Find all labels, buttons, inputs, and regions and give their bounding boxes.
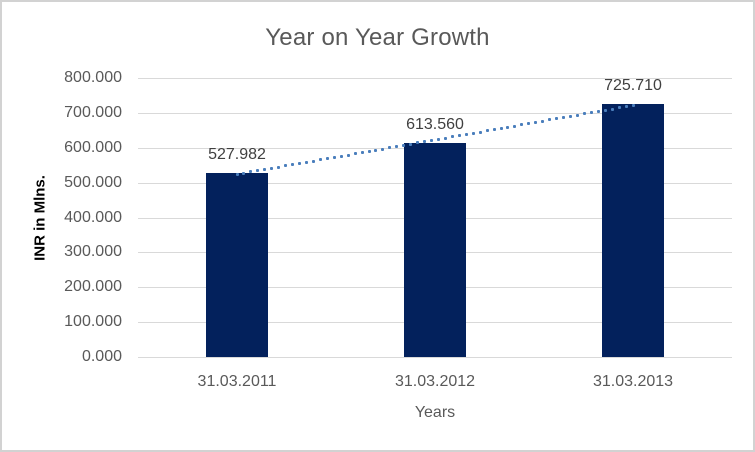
trendline-dot	[541, 119, 545, 123]
x-axis-tick-label: 31.03.2013	[592, 373, 674, 390]
x-axis-title: Years	[414, 404, 456, 421]
trendline-dot	[513, 124, 517, 128]
gridline	[138, 112, 732, 114]
x-axis-tick-label: 31.03.2012	[394, 373, 476, 390]
trendline-dot	[360, 151, 364, 155]
data-label: 725.710	[604, 76, 662, 94]
trendline-dot	[478, 130, 482, 134]
trendline-dot	[534, 120, 538, 124]
trendline-dot	[527, 122, 531, 126]
bar	[602, 103, 664, 357]
bar	[206, 172, 268, 357]
trendline-dot	[575, 113, 579, 117]
trendline-dot	[492, 128, 496, 132]
trendline-dot	[325, 157, 329, 161]
trendline-dot	[332, 155, 336, 159]
trendline-dot	[374, 148, 378, 152]
plot-area: 0.000 100.000 200.000 300.000 400.000 500.000…	[64, 69, 732, 390]
trendline-dot	[555, 117, 559, 121]
trendline-dot	[263, 168, 267, 172]
y-axis-tick-label: 400.000	[64, 208, 122, 226]
trendline-dot	[520, 123, 524, 127]
trendline-dot	[353, 152, 357, 156]
trendline-dot	[506, 125, 510, 129]
y-axis-tick-label: 300.000	[64, 243, 122, 261]
trendline-dot	[450, 135, 454, 139]
trendline-dot	[562, 116, 566, 120]
y-axis-tick-label: 100.000	[64, 313, 122, 331]
trendline-dot	[568, 114, 572, 118]
chart-title: Year on Year Growth	[265, 24, 490, 51]
y-axis-tick-label: 800.000	[64, 69, 122, 86]
trendline-dot	[256, 169, 260, 173]
trendline-dot	[346, 153, 350, 157]
trendline-dot	[367, 149, 371, 153]
trendline-dot	[436, 137, 440, 141]
trendline-dot	[499, 126, 503, 130]
trendline-dot	[464, 132, 468, 136]
y-axis-tick-label: 200.000	[64, 278, 122, 296]
trendline-dot	[548, 118, 552, 122]
trendline-dot	[430, 139, 434, 143]
x-axis-tick-label: 31.03.2011	[197, 373, 277, 390]
y-axis-tick-label: 600.000	[64, 138, 122, 156]
y-axis-tick-label: 500.000	[64, 173, 122, 191]
gridline	[138, 357, 732, 358]
trendline-dot	[277, 165, 281, 169]
data-label: 527.982	[208, 145, 266, 163]
trendline-dot	[311, 159, 315, 163]
trendline-dot	[304, 160, 308, 164]
trendline-dot	[443, 136, 447, 140]
data-label: 613.560	[406, 116, 464, 134]
y-axis-tick-label: 0.000	[81, 348, 122, 365]
trendline-dot	[284, 164, 288, 168]
trendline-dot	[485, 129, 489, 133]
trendline-dot	[318, 158, 322, 162]
bar	[404, 143, 466, 357]
trendline-dot	[471, 131, 475, 135]
trendline-dot	[291, 163, 295, 167]
gridline	[138, 78, 732, 79]
trendline-dot	[298, 162, 302, 166]
y-axis-tick-label: 700.000	[64, 103, 122, 121]
trendline-dot	[457, 134, 461, 138]
trendline-dot	[270, 166, 274, 170]
trendline-dot	[339, 154, 343, 158]
